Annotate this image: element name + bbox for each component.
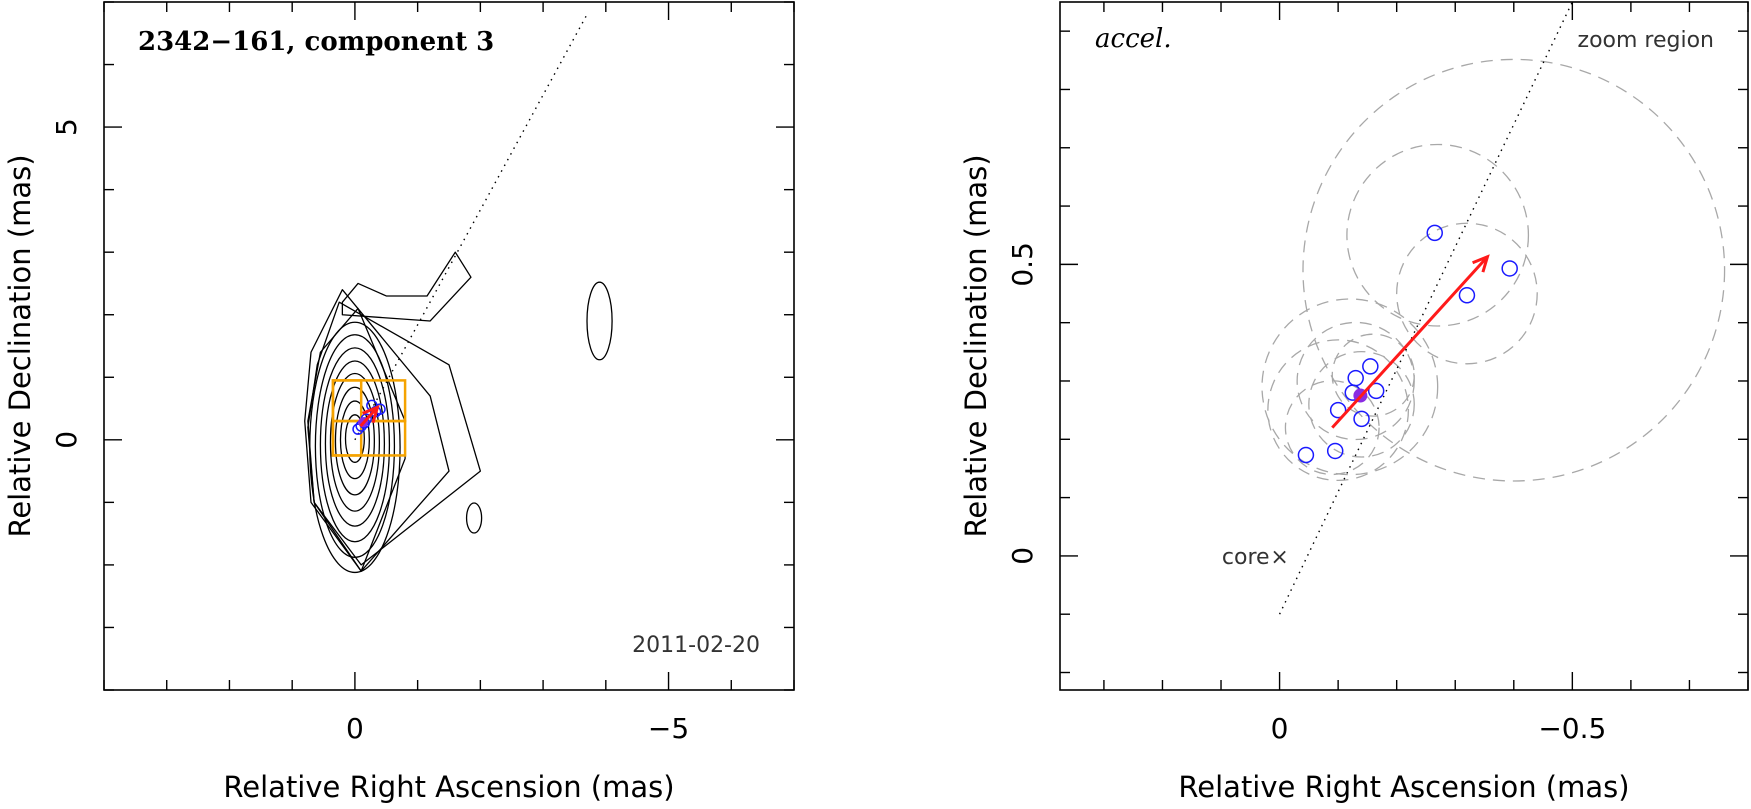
core-marker: × (1270, 545, 1288, 570)
contour-level (344, 414, 365, 463)
epoch-point (1501, 260, 1518, 277)
axis-ticks-left: 0 −5 0 5 (50, 1, 795, 745)
jet-axis-line-zoom (1278, 1, 1573, 615)
epoch-point (1353, 410, 1370, 428)
left-ytick-label: 5 (50, 118, 83, 136)
panel-component-map: 0 −5 0 5 2342−161, component 3 2011-02-20 R… (3, 1, 795, 804)
contour-level (319, 347, 391, 543)
jet-axis-line (354, 14, 588, 441)
error-circles (1261, 58, 1726, 482)
core-label: core (1222, 545, 1270, 570)
contour-level (329, 372, 381, 512)
contour-level (334, 386, 376, 496)
epoch-point (1367, 382, 1385, 400)
contour-map (304, 251, 613, 574)
epoch-point (1297, 446, 1315, 464)
panel-title: 2342−161, component 3 (138, 27, 494, 57)
contour-island (465, 502, 483, 534)
error-circle (1302, 58, 1726, 482)
panel-zoom-region: 0 −0.5 0 0.5 accel. zoom region core × Rela… (959, 1, 1749, 804)
zoom-region-label: zoom region (1578, 28, 1714, 53)
vector-head (362, 404, 380, 424)
plot-frame-right (1059, 1, 1749, 691)
y-axis-label-left: Relative Declination (mas) (3, 154, 37, 537)
contour-level (339, 400, 370, 480)
error-circle (1396, 222, 1538, 365)
error-circle (1331, 333, 1415, 417)
contour-outer (307, 301, 482, 566)
jet-axis (1278, 1, 1573, 615)
vector (359, 406, 379, 428)
contour-level (324, 360, 386, 527)
x-axis-label-right: Relative Right Ascension (mas) (1178, 770, 1629, 804)
error-circle (1261, 298, 1439, 476)
epoch-point (1362, 358, 1379, 375)
epoch-point (1426, 224, 1443, 242)
vector-head (1472, 254, 1490, 273)
vector (1331, 255, 1489, 429)
acceleration-vector (1331, 254, 1490, 429)
plot-frame-left (103, 1, 795, 691)
y-axis-label-right: Relative Declination (mas) (959, 154, 993, 537)
contour-island (586, 281, 613, 361)
axis-ticks-right: 0 −0.5 0 0.5 (1006, 2, 1749, 745)
right-xtick-label: −0.5 (1538, 712, 1606, 745)
right-xtick-label: 0 (1271, 712, 1289, 745)
left-xtick-label: −5 (648, 712, 689, 745)
contour-level (309, 321, 401, 574)
x-axis-label-left: Relative Right Ascension (mas) (223, 770, 674, 804)
left-xtick-label: 0 (346, 712, 364, 745)
accel-label: accel. (1095, 24, 1172, 54)
epoch-point (1347, 369, 1364, 387)
contour-outer (304, 289, 450, 572)
motion-vector (359, 404, 380, 428)
epoch-point (1329, 401, 1347, 419)
contour-outer (341, 251, 472, 322)
error-circle (1284, 380, 1380, 476)
epoch-point (352, 423, 364, 435)
left-ytick-label: 0 (50, 431, 83, 449)
error-circle (1267, 339, 1410, 482)
epoch-point (1458, 287, 1476, 304)
right-ytick-label: 0 (1006, 547, 1039, 565)
error-circle (1346, 143, 1530, 327)
epoch-date-label: 2011-02-20 (632, 633, 760, 658)
right-ytick-label: 0.5 (1006, 242, 1039, 287)
error-circle (1308, 350, 1415, 458)
epoch-point (1326, 442, 1344, 460)
jet-axis (354, 14, 588, 441)
